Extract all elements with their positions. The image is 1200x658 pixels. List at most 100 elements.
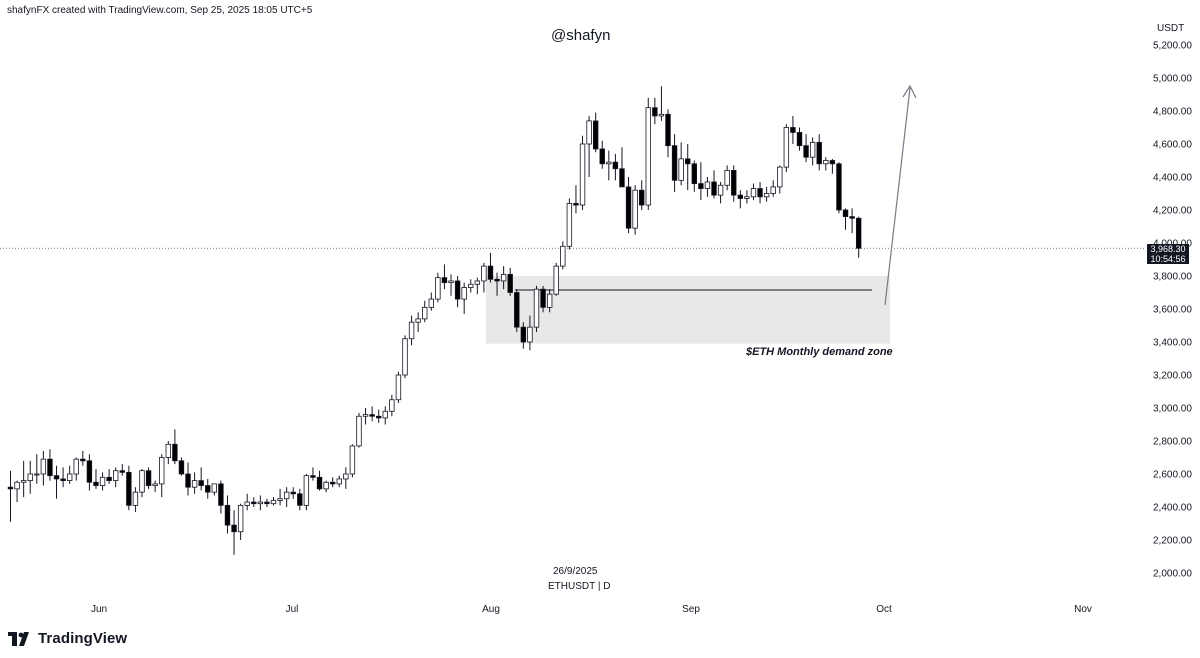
candle: [356, 412, 362, 448]
candle: [172, 429, 178, 465]
candle-body-up: [343, 473, 349, 480]
x-tick-label: Jun: [91, 604, 107, 615]
y-tick-label: 4,600.00: [1153, 140, 1192, 151]
candle-body-down: [619, 168, 625, 188]
candle-body-down: [198, 480, 204, 486]
candle-body-up: [283, 491, 290, 500]
chart-credit: shafynFX created with TradingView.com, S…: [7, 5, 313, 16]
candle-body-down: [494, 278, 500, 282]
candle-body-up: [777, 166, 783, 188]
candle-body-up: [428, 298, 434, 308]
candle-body-up: [66, 473, 73, 481]
candle: [474, 277, 481, 295]
candle: [711, 170, 717, 199]
candle: [224, 495, 231, 534]
candle-body-up: [586, 120, 592, 145]
candle: [362, 408, 369, 425]
candle-body-up: [579, 143, 586, 206]
candle: [757, 181, 763, 204]
candle: [329, 477, 336, 488]
candle-body-up: [717, 184, 724, 196]
currency-label: USDT: [1157, 23, 1185, 34]
candle-body-down: [691, 163, 697, 185]
candle: [205, 478, 211, 499]
y-tick-label: 2,200.00: [1153, 536, 1192, 547]
candle-body-down: [264, 501, 270, 505]
candle: [211, 483, 218, 496]
candle: [731, 165, 737, 202]
candle-body-up: [336, 478, 342, 485]
candle: [113, 467, 119, 488]
demand-zone: [486, 276, 890, 344]
y-tick-label: 2,600.00: [1153, 470, 1192, 481]
candle: [632, 185, 638, 235]
candle: [520, 322, 527, 349]
candle: [428, 292, 434, 311]
candle-body-down: [612, 161, 619, 170]
author-watermark: @shafyn: [551, 27, 611, 44]
y-tick-label: 2,400.00: [1153, 503, 1192, 514]
candle-body-up: [73, 458, 79, 475]
candle: [586, 115, 592, 177]
candle: [343, 467, 349, 489]
candle: [836, 162, 842, 214]
y-tick-label: 3,000.00: [1153, 404, 1192, 415]
candle: [323, 480, 329, 493]
candle-body-down: [119, 470, 125, 473]
candle-body-up: [323, 481, 329, 490]
candle-body-up: [277, 498, 283, 501]
candle: [606, 150, 612, 181]
candle-body-up: [270, 499, 277, 505]
candle: [34, 454, 40, 484]
candle: [126, 465, 132, 511]
y-tick-label: 3,200.00: [1153, 371, 1192, 382]
candle-body-up: [533, 288, 540, 328]
candle: [658, 86, 665, 121]
candle: [422, 300, 428, 323]
candle: [612, 153, 619, 181]
candle-body-down: [849, 216, 855, 219]
x-tick-label: Jul: [286, 604, 299, 615]
candle-body-down: [592, 120, 599, 150]
candle: [809, 137, 816, 166]
y-tick-label: 4,200.00: [1153, 206, 1192, 217]
candle-body-down: [573, 202, 579, 206]
y-tick-label: 4,400.00: [1153, 173, 1192, 184]
tradingview-brand[interactable]: TradingView: [8, 630, 127, 647]
candle: [494, 272, 500, 296]
candle: [855, 216, 862, 258]
candle-body-down: [218, 483, 224, 506]
candle: [783, 124, 790, 173]
candle: [737, 190, 744, 209]
candle: [823, 157, 829, 171]
candle: [60, 467, 66, 488]
candle: [145, 467, 152, 489]
candle-body-down: [790, 127, 796, 133]
y-axis: 2,000.00 2,200.00 2,400.00 2,600.00 2,800.00…: [1153, 41, 1192, 580]
candle: [178, 457, 185, 476]
candle-body-up: [678, 158, 684, 181]
candle-body-up: [468, 283, 474, 288]
candle: [244, 493, 250, 511]
y-tick-label: 4,800.00: [1153, 107, 1192, 118]
candle: [270, 497, 277, 506]
candle-body-down: [803, 145, 809, 158]
candle: [198, 467, 204, 491]
candle-body-down: [7, 486, 14, 490]
candle: [27, 460, 33, 494]
candle-body-down: [514, 292, 520, 328]
y-tick-label: 3,800.00: [1153, 272, 1192, 283]
candle-body-up: [257, 501, 264, 505]
candle: [237, 503, 244, 540]
candle: [481, 262, 487, 293]
candle: [159, 454, 165, 498]
annotations-layer: [884, 84, 917, 306]
candle-body-down: [625, 186, 632, 229]
candle: [185, 462, 191, 496]
candle-body-down: [224, 504, 231, 526]
candle: [86, 454, 93, 491]
candle: [395, 371, 402, 404]
candle-body-down: [205, 485, 211, 493]
candle-body-down: [757, 188, 763, 198]
